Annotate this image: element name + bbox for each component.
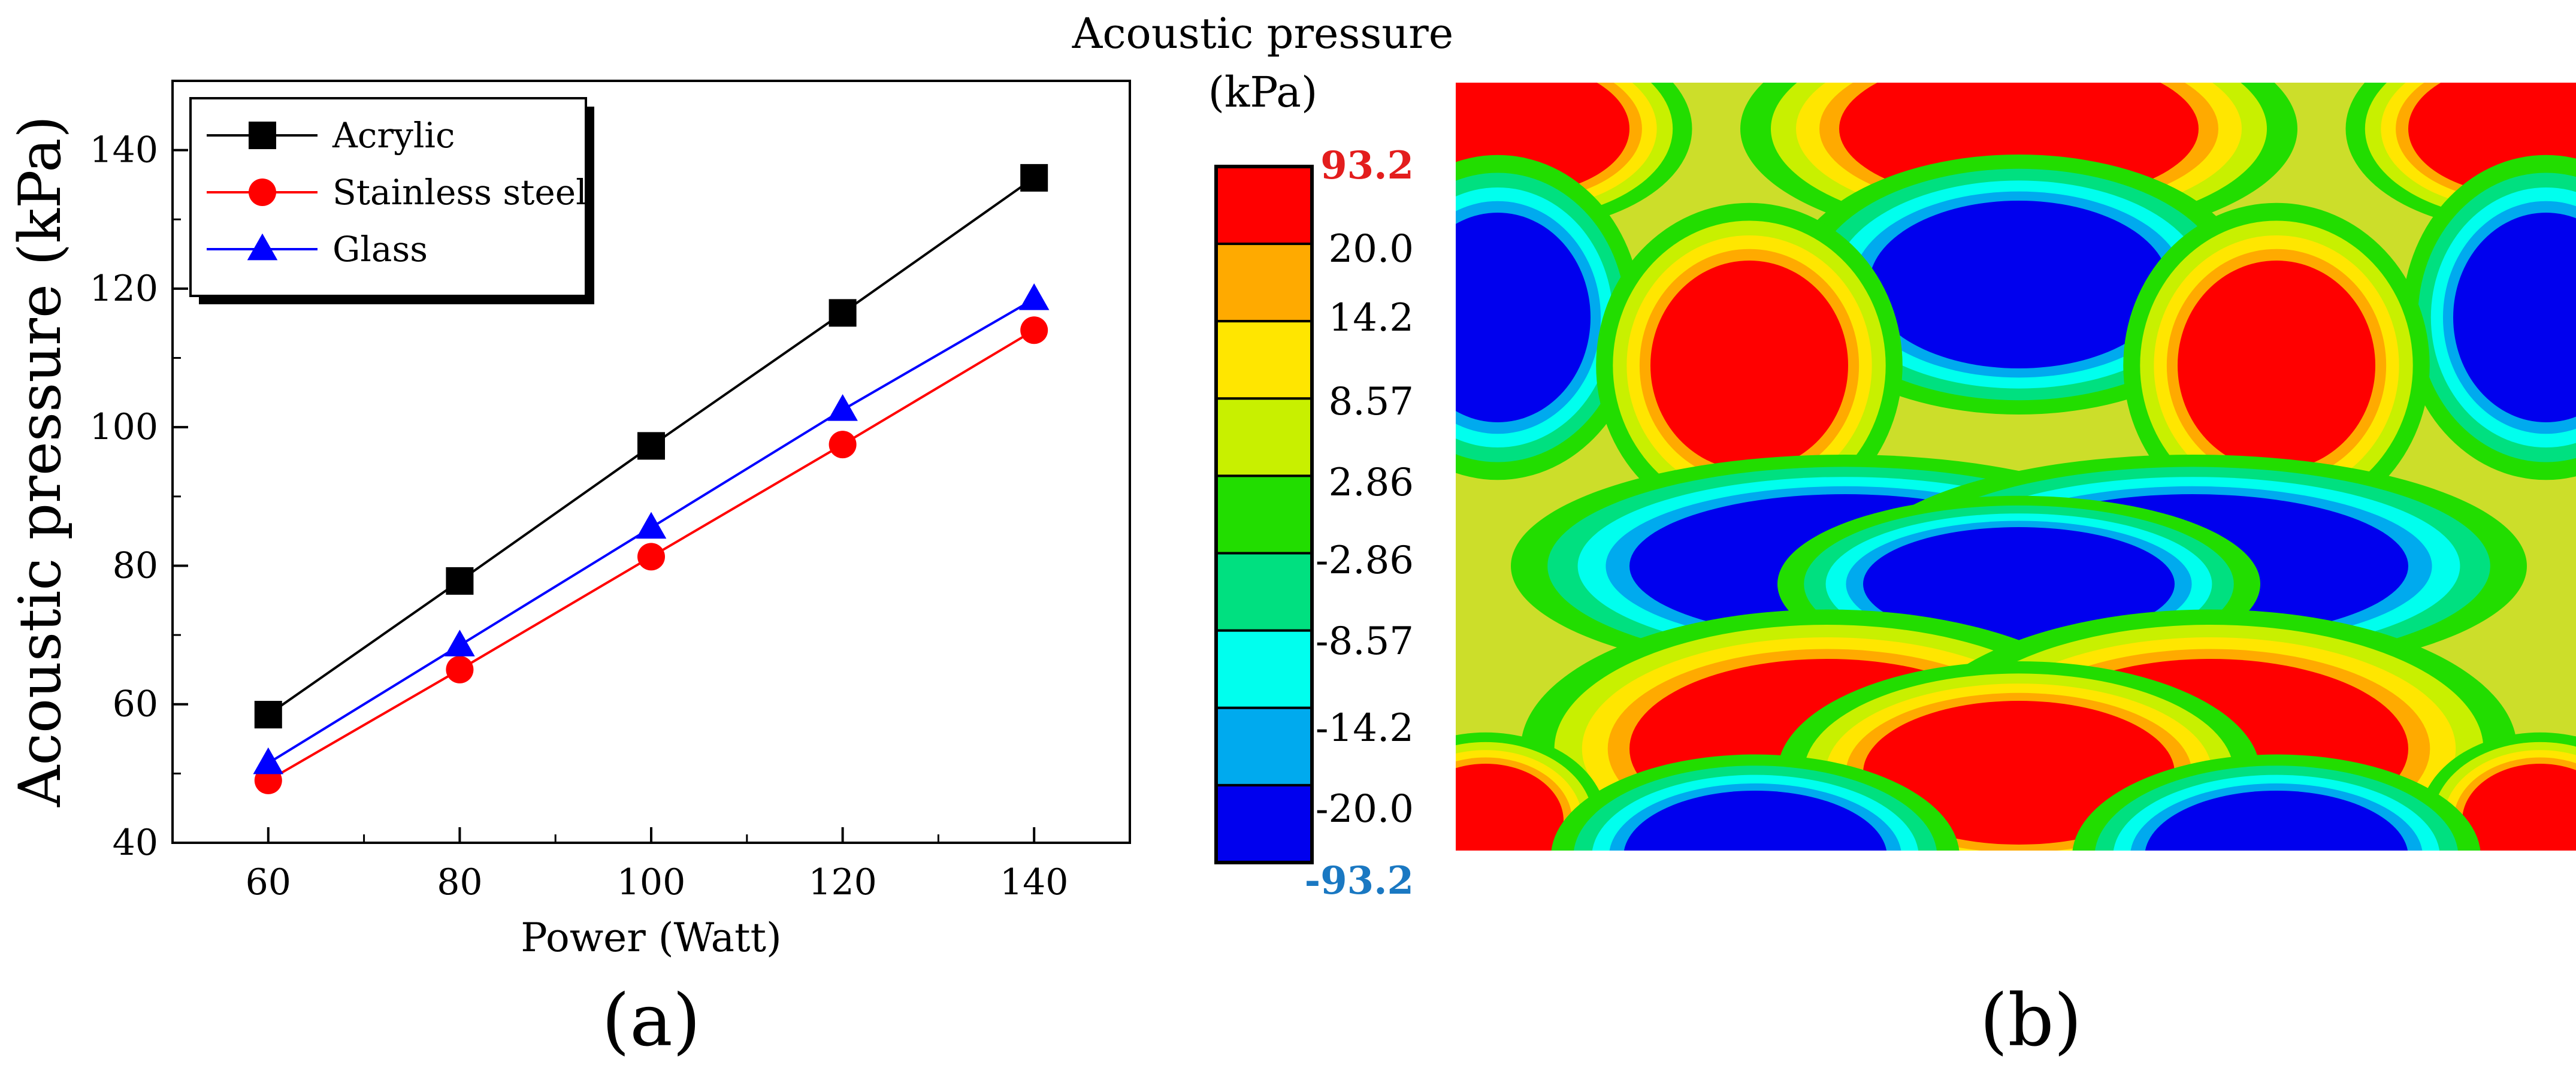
data-point-glass <box>636 512 667 539</box>
pressure-max-contour <box>2462 764 2576 851</box>
panel-label-b: (b) <box>1980 979 2082 1063</box>
y-axis-label: Acoustic pressure (kPa) <box>7 116 74 807</box>
data-point-glass <box>445 630 475 656</box>
pressure-max-contour <box>1456 764 1564 851</box>
colorbar-tick-label: 2.86 <box>1329 461 1414 505</box>
legend-marker-acrylic <box>249 122 276 149</box>
colorbar-labels: 93.2 20.0 14.2 8.57 2.86 -2.86 -8.57 -14.2 -20.0… <box>1305 143 1414 903</box>
colorbar-swatch <box>1215 320 1313 400</box>
colorbar-tick-label: -8.57 <box>1316 619 1414 664</box>
colorbar-tick-label: -14.2 <box>1316 706 1414 751</box>
data-point-glass <box>253 747 284 774</box>
data-point-stainless-steel <box>446 655 474 683</box>
pressure-min-contour <box>2145 791 2408 851</box>
data-point-acrylic <box>829 299 857 327</box>
y-tick-label: 60 <box>113 683 158 725</box>
pressure-min-contour <box>2453 213 2576 422</box>
colorbar-tick-label: -2.86 <box>1316 538 1414 583</box>
colorbar-frame <box>1214 165 1314 864</box>
colorbar-swatch <box>1215 474 1313 555</box>
y-tick-label: 140 <box>89 129 158 171</box>
colorbar-swatch <box>1215 165 1313 246</box>
pressure-min-contour <box>1869 201 2169 368</box>
colorbar-swatch <box>1215 629 1313 709</box>
colorbar-title-line1: Acoustic pressure <box>1072 9 1453 58</box>
colorbar <box>1214 165 1314 864</box>
pressure-max-contour <box>1650 261 1848 470</box>
x-axis-label: Power (Watt) <box>521 915 782 961</box>
pressure-field-map <box>1456 83 2576 851</box>
data-point-stainless-steel <box>829 431 857 459</box>
colorbar-swatch <box>1215 706 1313 786</box>
colorbar-swatch <box>1215 243 1313 323</box>
legend-marker-stainless-steel <box>249 179 276 206</box>
legend-label-stainless-steel: Stainless steel <box>332 172 587 213</box>
y-axis-ticks: 40 60 80 100 120 140 <box>89 129 188 864</box>
legend-marker-glass <box>247 233 278 261</box>
pressure-min-contour <box>1456 213 1591 422</box>
pressure-min-contour <box>1863 527 2175 641</box>
data-point-acrylic <box>446 567 474 595</box>
pressure-min-contour <box>1623 791 1887 851</box>
x-tick-label: 140 <box>1000 861 1069 903</box>
data-point-glass <box>1018 283 1050 310</box>
line-chart-panel: 40 60 80 100 120 140 60 80 100 120 140 Acoustic p… <box>7 80 1131 1063</box>
legend-label-glass: Glass <box>332 229 428 270</box>
pressure-max-contour <box>2178 261 2375 470</box>
x-axis-ticks: 60 80 100 120 140 <box>171 827 1131 903</box>
data-point-acrylic <box>637 432 665 460</box>
colorbar-tick-label: 93.2 <box>1320 143 1414 188</box>
legend: Acrylic Stainless steel Glass <box>189 97 594 304</box>
data-point-glass <box>827 394 858 421</box>
x-tick-label: 80 <box>437 861 482 903</box>
x-tick-label: 120 <box>808 861 877 903</box>
colorbar-title-line2: (kPa) <box>1208 68 1318 117</box>
y-tick-label: 80 <box>113 544 158 586</box>
series-layer <box>253 164 1050 794</box>
colormap-panel: Acoustic pressure (kPa) 93.2 20.0 14.2 8.57… <box>1072 9 2576 1063</box>
colorbar-tick-label: 14.2 <box>1329 296 1414 340</box>
x-tick-label: 100 <box>617 861 686 903</box>
data-point-acrylic <box>1020 164 1048 192</box>
panel-label-a: (a) <box>601 979 700 1063</box>
x-tick-label: 60 <box>246 861 291 903</box>
colorbar-swatch <box>1215 552 1313 632</box>
y-tick-label: 40 <box>113 822 158 864</box>
colorbar-tick-label: 20.0 <box>1329 227 1414 271</box>
colorbar-tick-label: 8.57 <box>1329 380 1414 424</box>
data-point-stainless-steel <box>637 543 665 571</box>
colorbar-swatch <box>1215 397 1313 477</box>
colorbar-swatch <box>1215 783 1313 864</box>
data-point-stainless-steel <box>1020 316 1048 344</box>
colorbar-tick-label: -20.0 <box>1316 787 1414 831</box>
data-point-acrylic <box>254 701 282 729</box>
legend-label-acrylic: Acrylic <box>332 115 455 156</box>
y-tick-label: 100 <box>89 406 158 448</box>
colorbar-tick-label: -93.2 <box>1305 858 1414 903</box>
y-tick-label: 120 <box>89 268 158 310</box>
